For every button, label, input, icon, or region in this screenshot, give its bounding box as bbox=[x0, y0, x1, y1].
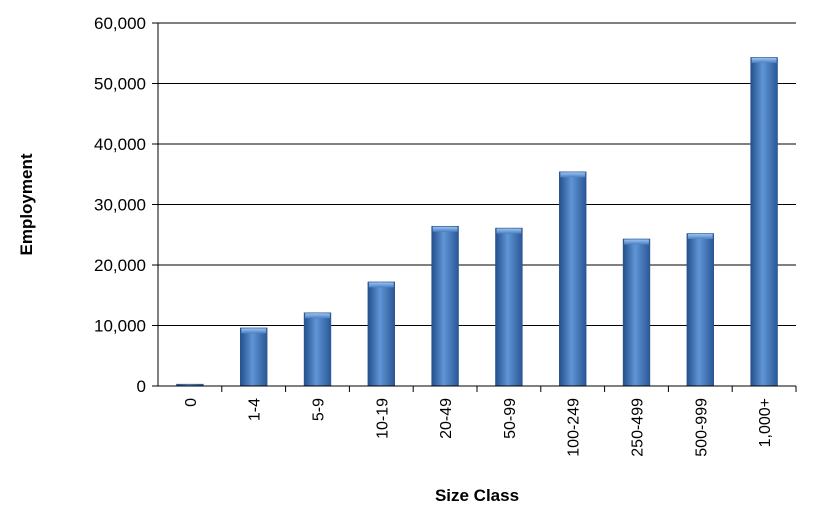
bar-10-19 bbox=[368, 282, 395, 386]
x-tick-label: 500-999 bbox=[693, 398, 710, 457]
bar-cap-5-9 bbox=[305, 313, 330, 318]
bar-5-9 bbox=[304, 313, 331, 386]
y-tick-label: 50,000 bbox=[94, 75, 146, 94]
y-tick-labels: 0 10,000 20,000 30,000 40,000 50,000 60,000 bbox=[94, 14, 146, 396]
y-tick-label: 40,000 bbox=[94, 135, 146, 154]
x-tick-label: 1,000+ bbox=[757, 398, 774, 447]
bar-cap-500-999 bbox=[688, 234, 713, 239]
bar-cap-100-249 bbox=[560, 172, 585, 177]
bar-250-499 bbox=[623, 239, 650, 386]
x-tick-label: 100-249 bbox=[566, 398, 583, 457]
bar-cap-1-4 bbox=[241, 328, 266, 333]
x-tick-label: 20-49 bbox=[438, 398, 455, 439]
bar-500-999 bbox=[687, 234, 714, 386]
bar-20-49 bbox=[432, 226, 459, 386]
bar-1,000+ bbox=[751, 57, 778, 386]
x-tick-label: 250-499 bbox=[630, 398, 647, 457]
bar-50-99 bbox=[496, 228, 523, 386]
bar-cap-10-19 bbox=[369, 282, 394, 287]
y-tick-label: 0 bbox=[137, 377, 146, 396]
x-tick-label: 0 bbox=[183, 398, 200, 407]
bar-1-4 bbox=[240, 328, 267, 386]
bar-cap-250-499 bbox=[624, 239, 649, 244]
bar-cap-50-99 bbox=[497, 229, 522, 234]
x-tick-label: 5-9 bbox=[311, 398, 328, 421]
bar-cap-1,000+ bbox=[752, 58, 777, 63]
x-tick-labels: 0 1-4 5-9 10-19 20-49 50-99 100-249 250-499 500-… bbox=[183, 386, 796, 457]
x-tick-label: 1-4 bbox=[247, 398, 264, 421]
bars bbox=[177, 57, 778, 386]
y-tick-label: 20,000 bbox=[94, 256, 146, 275]
y-tick-label: 30,000 bbox=[94, 196, 146, 215]
x-tick-label: 50-99 bbox=[502, 398, 519, 439]
y-axis-title: Employment bbox=[17, 153, 36, 255]
bar-cap-20-49 bbox=[433, 227, 458, 232]
x-axis-title: Size Class bbox=[435, 486, 519, 505]
bar-100-249 bbox=[559, 172, 586, 386]
y-tick-label: 10,000 bbox=[94, 317, 146, 336]
x-tick-label: 10-19 bbox=[374, 398, 391, 439]
y-tick-label: 60,000 bbox=[94, 14, 146, 33]
